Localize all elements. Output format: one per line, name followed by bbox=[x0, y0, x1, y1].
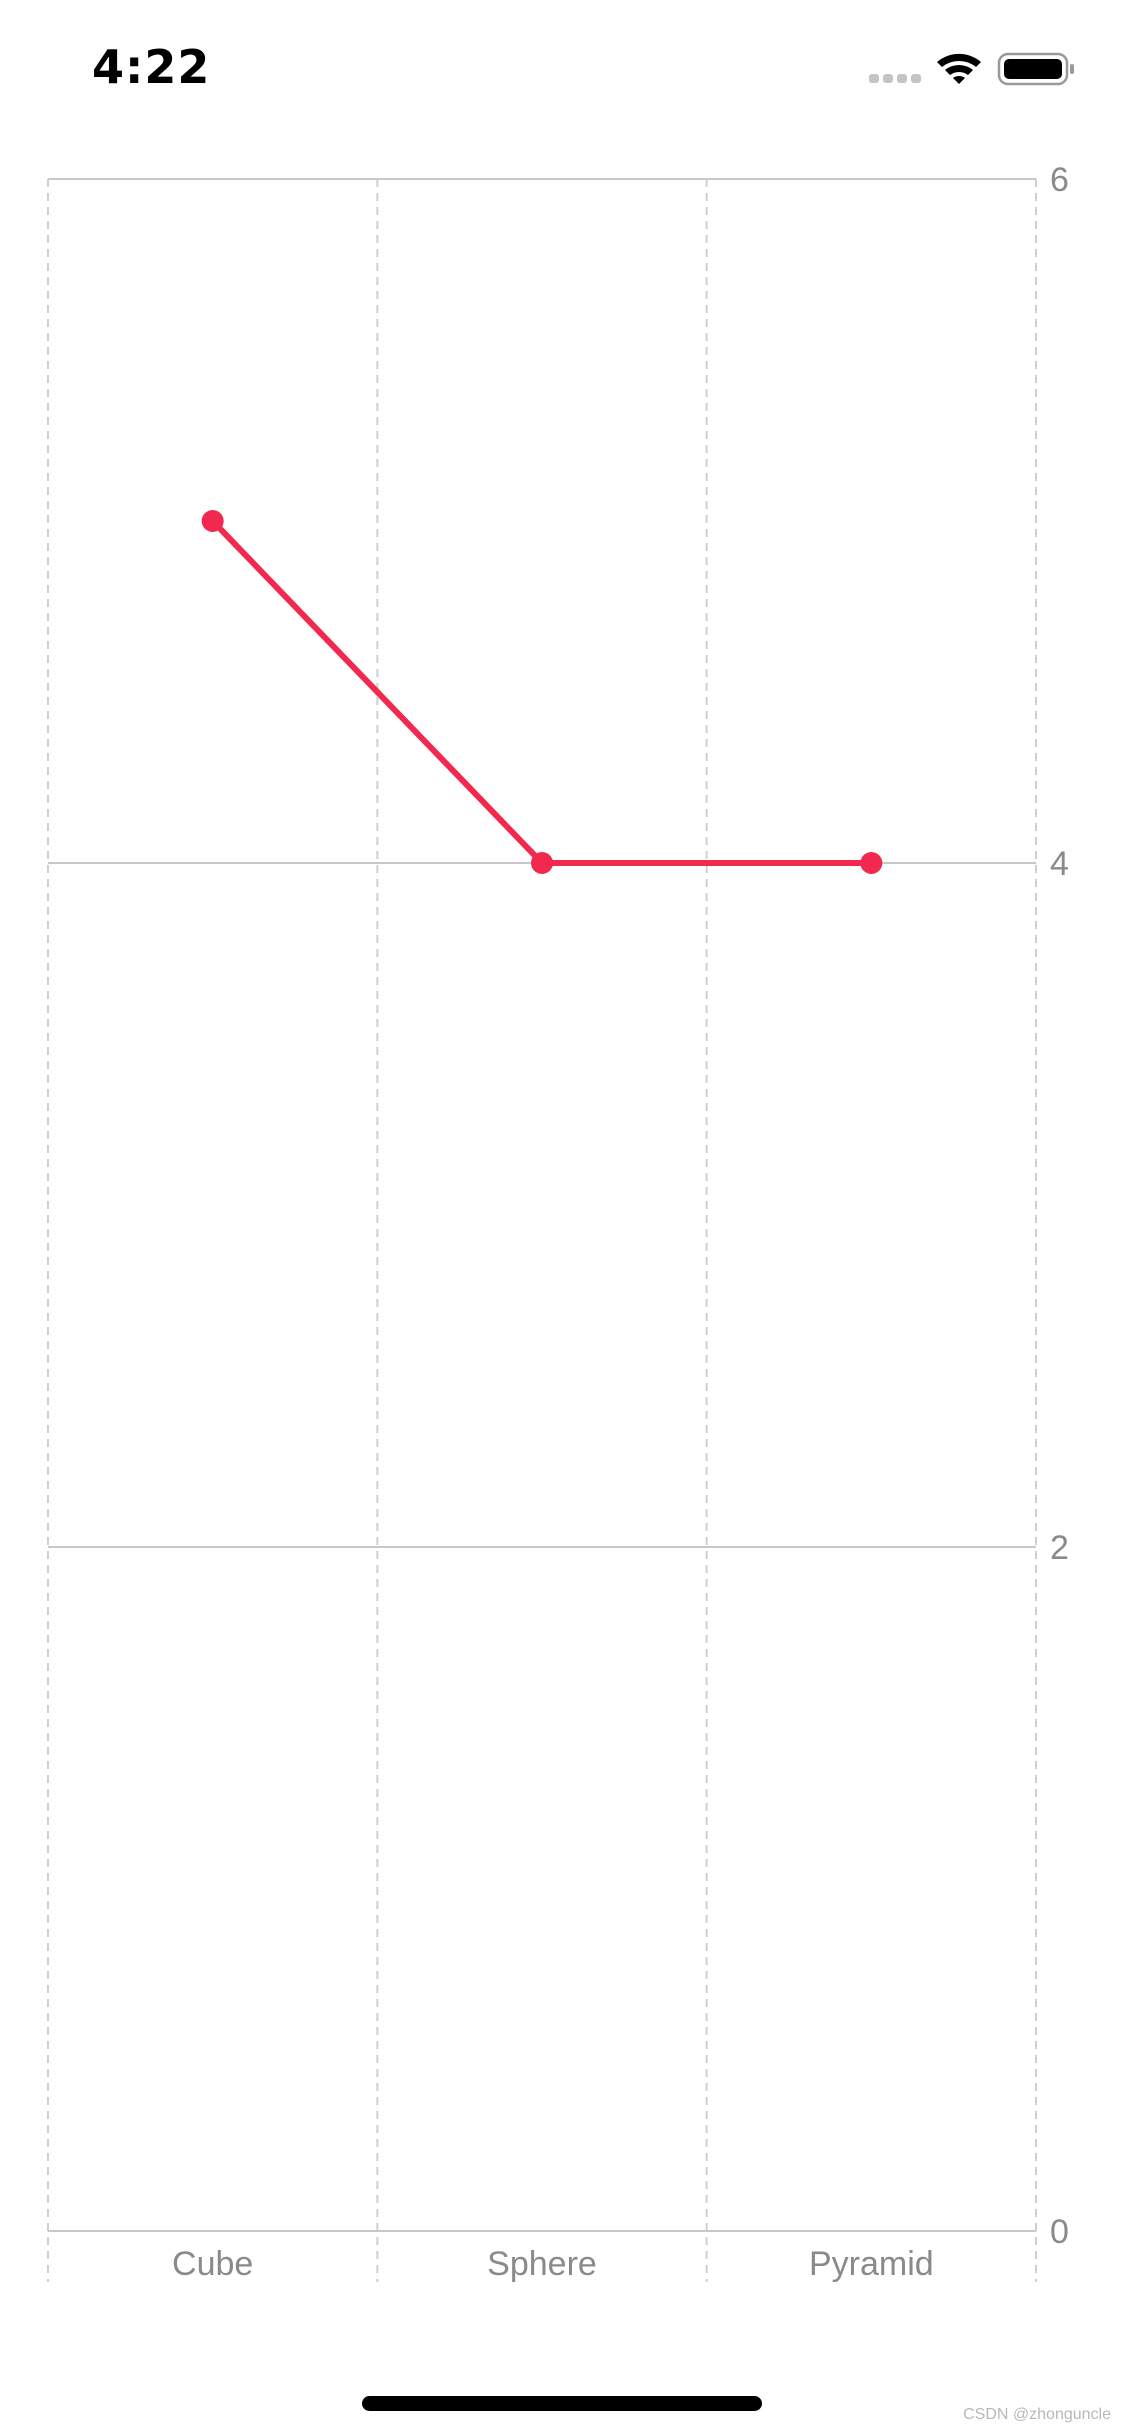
status-icons bbox=[869, 52, 1074, 86]
data-point bbox=[201, 510, 224, 532]
battery-icon bbox=[997, 52, 1074, 86]
y-tick-label: 0 bbox=[1050, 2213, 1069, 2251]
x-tick-label: Pyramid bbox=[809, 2245, 934, 2283]
data-point bbox=[860, 852, 883, 874]
y-tick-label: 4 bbox=[1050, 845, 1069, 883]
y-tick-label: 2 bbox=[1050, 1529, 1069, 1567]
watermark: CSDN @zhonguncle bbox=[963, 2406, 1111, 2423]
chart-series bbox=[201, 510, 883, 874]
wifi-icon bbox=[937, 53, 981, 84]
chart-labels: 0 2 4 6 Cube Sphere Pyramid bbox=[172, 161, 1069, 2283]
data-point bbox=[531, 852, 553, 874]
y-tick-label: 6 bbox=[1050, 161, 1069, 199]
home-indicator[interactable] bbox=[362, 2396, 762, 2411]
x-tick-label: Sphere bbox=[487, 2245, 597, 2283]
series-line bbox=[209, 518, 875, 866]
line-chart: 0 2 4 6 Cube Sphere Pyramid bbox=[47, 161, 1069, 2283]
x-tick-label: Cube bbox=[172, 2245, 253, 2283]
signal-dots-icon bbox=[869, 74, 921, 83]
chart-grid bbox=[47, 178, 1037, 2282]
status-bar: 4:22 bbox=[0, 0, 1125, 140]
status-time: 4:22 bbox=[92, 40, 211, 94]
